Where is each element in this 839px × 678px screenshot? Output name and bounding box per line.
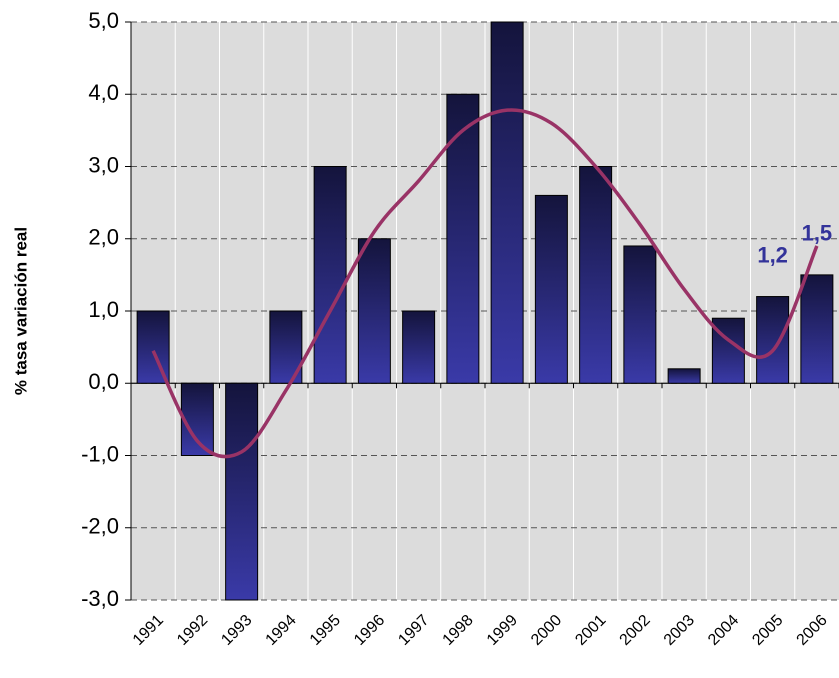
bar — [534, 194, 568, 384]
bar — [225, 382, 259, 601]
x-tick-label: 1994 — [262, 612, 299, 649]
bar — [313, 166, 347, 384]
x-tick-label: 1991 — [130, 612, 167, 649]
y-tick-label: 2,0 — [88, 225, 119, 250]
x-tick-label: 1992 — [174, 612, 211, 649]
bar — [490, 21, 524, 384]
x-tick-label: 2002 — [616, 612, 653, 649]
x-tick-label: 1995 — [307, 612, 344, 649]
y-tick-label: -3,0 — [81, 586, 119, 611]
y-tick-label: 5,0 — [88, 8, 119, 33]
bar — [180, 382, 214, 456]
bar — [579, 166, 613, 384]
y-axis-label: % tasa variación real — [11, 227, 30, 395]
y-tick-label: 3,0 — [88, 152, 119, 177]
trend-line — [151, 108, 819, 459]
x-tick-label: 1999 — [484, 612, 521, 649]
bar — [623, 245, 657, 384]
x-tick-label: 2006 — [793, 612, 830, 649]
y-tick-label: 1,0 — [88, 297, 119, 322]
bar — [446, 93, 480, 384]
x-tick-label: 1998 — [439, 612, 476, 649]
bar — [800, 274, 834, 384]
bar — [667, 368, 701, 384]
y-tick-label: 0,0 — [88, 369, 119, 394]
x-tick-label: 2003 — [661, 612, 698, 649]
x-tick-label: 1996 — [351, 612, 388, 649]
bar — [357, 238, 391, 384]
x-tick-label: 1993 — [218, 612, 255, 649]
y-tick-label: -2,0 — [81, 514, 119, 539]
bar — [756, 296, 790, 384]
x-tick-label: 1997 — [395, 612, 432, 649]
y-tick-label: 4,0 — [88, 80, 119, 105]
x-tick-label: 2004 — [705, 612, 742, 649]
x-tick-label: 2000 — [528, 612, 565, 649]
value-label: 1,2 — [757, 242, 788, 267]
x-tick-label: 2001 — [572, 612, 609, 649]
y-tick-label: -1,0 — [81, 441, 119, 466]
bar — [402, 310, 436, 384]
value-label: 1,5 — [802, 221, 833, 246]
x-tick-label: 2005 — [749, 612, 786, 649]
